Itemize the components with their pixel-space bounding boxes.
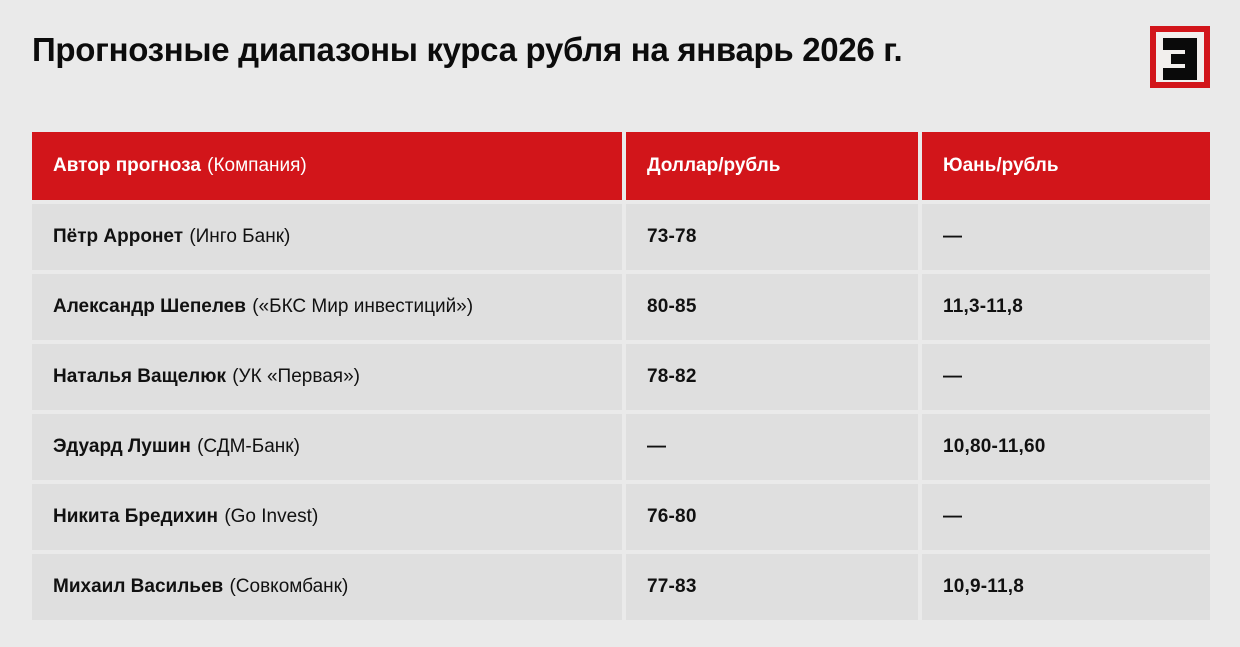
cny-rub-cell: — [922, 204, 1210, 270]
cny-rub-range: — [943, 506, 963, 527]
author-cell: Эдуард Лушин (СДМ-Банк) [32, 414, 622, 480]
forecast-table: Автор прогноза (Компания) Доллар/рубль Ю… [32, 132, 1210, 620]
cny-rub-cell: 11,3-11,8 [922, 274, 1210, 340]
column-header-cny-rub: Юань/рубль [922, 132, 1210, 200]
cny-rub-range: — [943, 366, 963, 387]
column-header-label: Юань/рубль [943, 155, 1059, 176]
usd-rub-cell: — [626, 414, 918, 480]
page-title: Прогнозные диапазоны курса рубля на янва… [32, 31, 903, 68]
column-header-label: Автор прогноза [53, 155, 201, 176]
forecaster-name: Пётр Арронет [53, 226, 184, 247]
forecaster-company: (УК «Первая») [232, 366, 360, 387]
usd-rub-cell: 77-83 [626, 554, 918, 620]
usd-rub-cell: 76-80 [626, 484, 918, 550]
forecaster-name: Эдуард Лушин [53, 436, 191, 457]
author-cell: Пётр Арронет (Инго Банк) [32, 204, 622, 270]
forecaster-company: (СДМ-Банк) [197, 436, 300, 457]
cny-rub-cell: 10,80-11,60 [922, 414, 1210, 480]
forecaster-company: («БКС Мир инвестиций») [252, 296, 474, 317]
cny-rub-cell: 10,9-11,8 [922, 554, 1210, 620]
forecaster-name: Александр Шепелев [53, 296, 246, 317]
column-header-label: Доллар/рубль [647, 155, 781, 176]
usd-rub-range: 76-80 [647, 506, 697, 527]
forecaster-name: Наталья Ващелюк [53, 366, 226, 387]
column-header-usd-rub: Доллар/рубль [626, 132, 918, 200]
column-header-sublabel: (Компания) [207, 155, 307, 176]
cny-rub-range: 10,9-11,8 [943, 576, 1025, 597]
author-cell: Михаил Васильев (Совкомбанк) [32, 554, 622, 620]
usd-rub-cell: 78-82 [626, 344, 918, 410]
brand-logo-icon [1150, 26, 1210, 88]
author-cell: Александр Шепелев («БКС Мир инвестиций») [32, 274, 622, 340]
cny-rub-cell: — [922, 344, 1210, 410]
usd-rub-range: 78-82 [647, 366, 697, 387]
author-cell: Никита Бредихин (Go Invest) [32, 484, 622, 550]
forecaster-company: (Go Invest) [224, 506, 319, 527]
forecaster-name: Михаил Васильев [53, 576, 224, 597]
column-header-author: Автор прогноза (Компания) [32, 132, 622, 200]
cny-rub-cell: — [922, 484, 1210, 550]
usd-rub-cell: 80-85 [626, 274, 918, 340]
forecaster-company: (Инго Банк) [189, 226, 291, 247]
usd-rub-range: 80-85 [647, 296, 697, 317]
usd-rub-range: — [647, 436, 667, 457]
top-bar: Прогнозные диапазоны курса рубля на янва… [32, 26, 1210, 88]
cny-rub-range: — [943, 226, 963, 247]
author-cell: Наталья Ващелюк (УК «Первая») [32, 344, 622, 410]
cny-rub-range: 10,80-11,60 [943, 436, 1046, 457]
usd-rub-range: 77-83 [647, 576, 697, 597]
forecaster-name: Никита Бредихин [53, 506, 219, 527]
usd-rub-range: 73-78 [647, 226, 697, 247]
usd-rub-cell: 73-78 [626, 204, 918, 270]
cny-rub-range: 11,3-11,8 [943, 296, 1023, 317]
forecaster-company: (Совкомбанк) [229, 576, 349, 597]
